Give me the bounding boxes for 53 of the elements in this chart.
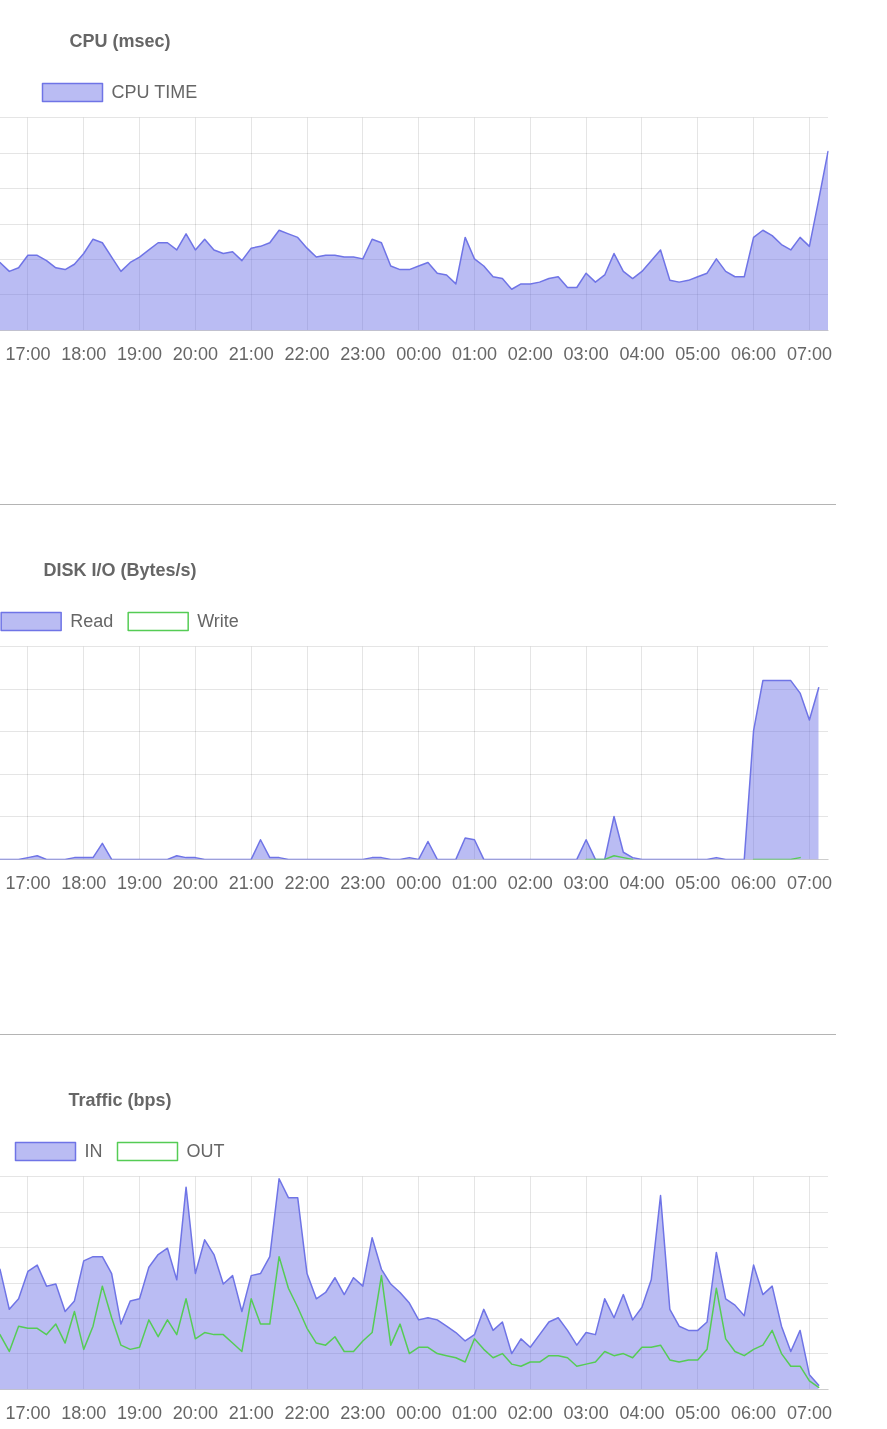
x-tick-label: 17:00	[5, 344, 51, 365]
x-tick-label: 17:00	[5, 1403, 51, 1424]
x-tick-label: 01:00	[451, 873, 497, 894]
legend-label: IN	[84, 1140, 103, 1161]
x-tick-label: 06:00	[731, 873, 777, 894]
x-tick-label: 22:00	[284, 1403, 330, 1424]
x-tick-label: 19:00	[117, 344, 163, 365]
x-tick-label: 18:00	[61, 873, 107, 894]
chart-title: DISK I/O (Bytes/s)	[43, 559, 197, 580]
x-tick-label: 02:00	[507, 873, 553, 894]
x-tick-label: 04:00	[619, 873, 665, 894]
x-tick-label: 00:00	[396, 344, 442, 365]
x-tick-label: 07:00	[786, 873, 832, 894]
x-tick-label: 22:00	[284, 344, 330, 365]
x-tick-label: 22:00	[284, 873, 330, 894]
legend-label: Write	[197, 610, 239, 631]
x-tick-label: 19:00	[117, 873, 163, 894]
x-tick-label: 18:00	[61, 344, 107, 365]
x-tick-label: 01:00	[451, 1403, 497, 1424]
chart-title: CPU (msec)	[69, 30, 171, 51]
x-tick-label: 05:00	[675, 873, 721, 894]
x-tick-label: 03:00	[563, 873, 609, 894]
x-tick-label: 21:00	[228, 873, 274, 894]
x-tick-label: 01:00	[451, 344, 497, 365]
chart-title: Traffic (bps)	[68, 1089, 172, 1110]
x-tick-label: 04:00	[619, 344, 665, 365]
x-tick-label: 23:00	[340, 1403, 386, 1424]
x-tick-label: 17:00	[5, 873, 51, 894]
x-tick-label: 00:00	[396, 1403, 442, 1424]
x-tick-label: 04:00	[619, 1403, 665, 1424]
legend-label: CPU TIME	[111, 81, 198, 102]
x-tick-label: 02:00	[507, 344, 553, 365]
legend-label: OUT	[186, 1140, 225, 1161]
x-tick-label: 06:00	[731, 1403, 777, 1424]
x-tick-label: 05:00	[675, 1403, 721, 1424]
x-tick-label: 20:00	[172, 344, 218, 365]
x-tick-label: 20:00	[172, 1403, 218, 1424]
x-tick-label: 20:00	[172, 873, 218, 894]
x-tick-label: 06:00	[731, 344, 777, 365]
x-tick-label: 21:00	[228, 1403, 274, 1424]
x-tick-label: 07:00	[786, 344, 832, 365]
x-tick-label: 07:00	[786, 1403, 832, 1424]
x-tick-label: 03:00	[563, 1403, 609, 1424]
x-tick-label: 00:00	[396, 873, 442, 894]
x-tick-label: 02:00	[507, 1403, 553, 1424]
x-tick-label: 19:00	[117, 1403, 163, 1424]
legend-label: Read	[70, 610, 114, 631]
x-tick-label: 03:00	[563, 344, 609, 365]
x-tick-label: 23:00	[340, 873, 386, 894]
x-tick-label: 05:00	[675, 344, 721, 365]
x-tick-label: 18:00	[61, 1403, 107, 1424]
x-tick-label: 21:00	[228, 344, 274, 365]
x-tick-label: 23:00	[340, 344, 386, 365]
